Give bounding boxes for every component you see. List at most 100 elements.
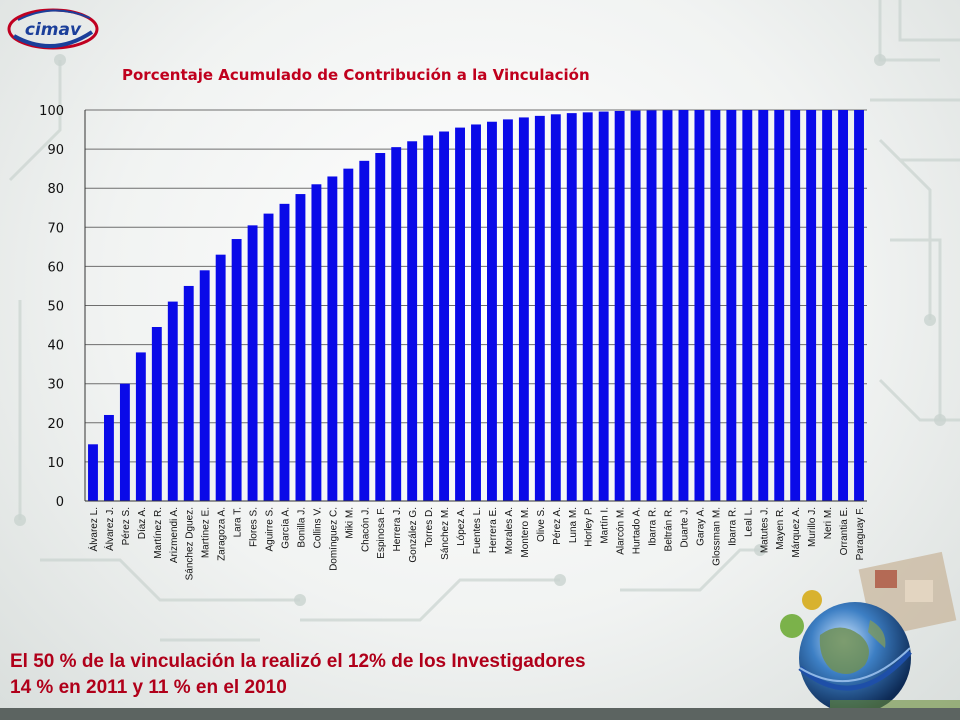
y-tick-label: 50: [47, 300, 64, 315]
bar: [375, 153, 386, 501]
x-tick-label: Orrantia E.: [839, 507, 850, 555]
x-tick-label: Espinosa F.: [376, 507, 387, 559]
bottom-band: [0, 708, 960, 720]
bar: [598, 111, 609, 502]
x-tick-label: Sánchez M.: [440, 507, 451, 560]
y-tick-label: 60: [47, 260, 64, 275]
bar: [534, 115, 545, 502]
x-tick-label: Ibarra R.: [727, 507, 738, 546]
x-tick-label: Chacón J.: [360, 507, 371, 552]
x-tick-label: Matutes J.: [759, 507, 770, 553]
x-tick-label: Álvarez J.: [103, 507, 116, 551]
bar: [630, 110, 641, 502]
bar: [167, 301, 178, 501]
x-tick-label: Domínguez C.: [328, 507, 339, 571]
bar: [295, 194, 306, 501]
globe-illustration: [780, 551, 960, 720]
x-tick-label: Sánchez Dguez.: [185, 507, 196, 580]
x-tick-label: Martín I.: [600, 507, 611, 544]
x-tick-label: Olive S.: [536, 507, 547, 542]
x-tick-label: Hurtado A.: [632, 507, 643, 554]
bar: [231, 239, 242, 501]
bar: [439, 131, 450, 501]
bar: [614, 110, 625, 501]
bar: [359, 160, 370, 501]
bar: [582, 112, 593, 501]
x-tick-label: Glossman M.: [711, 507, 722, 566]
x-tick-label: Ibarra R.: [648, 507, 659, 546]
x-tick-label: Morales A.: [504, 507, 515, 554]
bar: [151, 327, 162, 501]
bar: [822, 110, 833, 501]
x-tick-label: Arizmendi A.: [169, 507, 180, 563]
bar: [135, 352, 146, 501]
bar: [518, 117, 529, 501]
caption-line-2: 14 % en 2011 y 11 % en el 2010: [10, 677, 287, 698]
y-tick-label: 70: [47, 221, 64, 236]
y-tick-label: 100: [39, 104, 64, 119]
x-tick-label: Márquez A.: [791, 507, 802, 558]
x-tick-label: Pérez S.: [121, 507, 132, 545]
x-tick-label: Pérez A.: [552, 507, 563, 545]
x-tick-label: Díaz A.: [137, 507, 148, 539]
bar: [550, 114, 561, 502]
bar: [407, 141, 418, 501]
bar: [263, 213, 274, 502]
bar: [790, 110, 801, 501]
bar: [343, 168, 354, 501]
bar: [566, 113, 577, 502]
x-tick-label: Mayen R.: [775, 507, 786, 550]
x-tick-label: Garay A.: [695, 507, 706, 546]
caption: El 50 % de la vinculación la realizó el …: [10, 649, 770, 701]
y-tick-label: 0: [56, 495, 64, 510]
bar: [726, 110, 737, 501]
y-tick-label: 30: [47, 378, 64, 393]
bar: [806, 110, 817, 501]
bar: [758, 110, 769, 501]
bar: [103, 414, 114, 501]
bar: [471, 124, 481, 501]
bar: [662, 110, 673, 502]
bar: [279, 203, 290, 501]
axis-layer: [84, 110, 867, 502]
x-tick-label: Miki M.: [344, 507, 355, 539]
bar: [694, 110, 705, 501]
x-tick-label: Collins V.: [312, 507, 323, 548]
bar: [854, 110, 864, 501]
bar: [502, 119, 513, 501]
bar: [774, 110, 785, 501]
x-tick-label: Alarcón M.: [616, 507, 627, 555]
x-tick-label: Horley P.: [584, 507, 595, 547]
x-tick-label: Montero M.: [520, 507, 531, 558]
bar: [646, 110, 657, 502]
x-tick-label: Luna M.: [568, 507, 579, 543]
x-tick-label: Duarte J.: [679, 507, 690, 548]
x-tick-label: González G.: [408, 507, 419, 563]
bar: [391, 147, 402, 501]
bar: [838, 110, 849, 501]
x-tick-label: Neri M.: [823, 507, 834, 539]
bar: [183, 285, 194, 501]
bar: [710, 110, 721, 501]
x-tick-label: Leal L.: [743, 507, 754, 537]
bar: [327, 176, 338, 501]
x-tick-label: Paraguay F.: [855, 507, 866, 560]
bar: [742, 110, 753, 501]
x-tick-label: Bonilla J.: [296, 507, 307, 548]
x-tick-label: Martínez E.: [201, 507, 212, 558]
bar-layer: [88, 110, 864, 502]
y-tick-label: 20: [47, 417, 64, 432]
x-tick-label: Herrera J.: [392, 507, 403, 551]
x-tick-label: López A.: [456, 507, 467, 546]
x-tick-label: Martínez R.: [153, 507, 164, 559]
x-tick-label: Murillo J.: [807, 507, 818, 547]
x-tick-label: Herrera E.: [488, 507, 499, 553]
x-tick-label: Flores S.: [249, 507, 260, 547]
x-tick-label: Fuentes L.: [472, 507, 483, 554]
bar: [215, 254, 226, 501]
cimav-logo: cimav: [7, 8, 99, 50]
caption-line-1: El 50 % de la vinculación la realizó el …: [10, 651, 586, 672]
y-tick-label: 90: [47, 143, 64, 158]
